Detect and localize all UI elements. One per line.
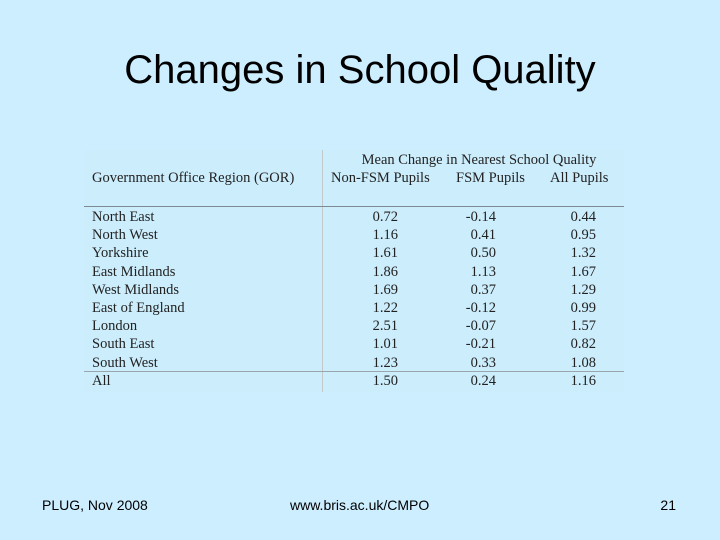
all-pupils-cell: 1.16 (570, 372, 596, 389)
non-fsm-cell: 1.16 (372, 227, 398, 244)
region-cell: Yorkshire (92, 245, 149, 262)
fsm-cell: -0.14 (465, 209, 496, 225)
table-row: North East 0.72 -0.14 0.44 (84, 208, 624, 226)
table-row: West Midlands 1.69 0.37 1.29 (84, 281, 624, 299)
non-fsm-column-header: Non-FSM Pupils (331, 170, 430, 186)
footer-event: PLUG, Nov 2008 (42, 497, 148, 513)
table-row: Yorkshire 1.61 0.50 1.32 (84, 244, 624, 262)
all-pupils-cell: 0.95 (570, 227, 596, 244)
non-fsm-cell: 1.22 (372, 299, 398, 316)
non-fsm-cell: 1.69 (372, 281, 398, 298)
school-quality-table: Mean Change in Nearest School Quality Go… (84, 150, 624, 392)
non-fsm-cell: 1.61 (372, 245, 398, 262)
table-row: North West 1.16 0.41 0.95 (84, 226, 624, 244)
group-header: Mean Change in Nearest School Quality (361, 152, 597, 168)
region-cell: South West (92, 354, 158, 371)
table-row: South West 1.23 0.33 1.08 (84, 354, 624, 372)
table-row-total: All 1.50 0.24 1.16 (84, 372, 624, 390)
all-pupils-cell: 1.32 (570, 245, 596, 262)
region-column-header: Government Office Region (GOR) (92, 170, 295, 186)
all-pupils-column-header: All Pupils (550, 170, 609, 186)
non-fsm-cell: 1.50 (372, 372, 398, 389)
region-cell: North West (92, 227, 158, 244)
region-cell: East of England (92, 299, 185, 316)
footer-url: www.bris.ac.uk/CMPO (290, 497, 430, 513)
all-pupils-cell: 0.99 (570, 299, 596, 316)
fsm-cell: -0.07 (465, 318, 496, 335)
fsm-cell: 0.41 (470, 227, 496, 244)
all-pupils-cell: 1.57 (570, 318, 596, 335)
slide-title: Changes in School Quality (124, 48, 596, 92)
non-fsm-cell: 0.72 (372, 209, 398, 225)
all-pupils-cell: 1.08 (570, 354, 596, 371)
non-fsm-cell: 2.51 (372, 318, 398, 335)
fsm-column-header: FSM Pupils (456, 170, 525, 186)
fsm-cell: 0.33 (470, 354, 496, 371)
non-fsm-cell: 1.01 (372, 336, 398, 353)
page-number: 21 (660, 497, 676, 513)
table-row: East of England 1.22 -0.12 0.99 (84, 299, 624, 317)
region-cell: West Midlands (92, 281, 180, 298)
all-pupils-cell: 0.44 (570, 209, 596, 225)
table-body: North East 0.72 -0.14 0.44 North West 1.… (84, 208, 624, 390)
non-fsm-cell: 1.23 (372, 354, 398, 371)
all-pupils-cell: 1.67 (570, 263, 596, 280)
fsm-cell: -0.21 (465, 336, 496, 353)
fsm-cell: 0.50 (470, 245, 496, 262)
fsm-cell: -0.12 (465, 299, 496, 316)
non-fsm-cell: 1.86 (372, 263, 398, 280)
fsm-cell: 1.13 (470, 263, 496, 280)
fsm-cell: 0.37 (470, 281, 496, 298)
table-row: East Midlands 1.86 1.13 1.67 (84, 263, 624, 281)
header-rule (84, 206, 624, 207)
total-rule (84, 371, 624, 372)
all-pupils-cell: 1.29 (570, 281, 596, 298)
region-cell: All (92, 372, 111, 389)
all-pupils-cell: 0.82 (570, 336, 596, 353)
region-cell: North East (92, 209, 155, 225)
column-divider (322, 150, 323, 392)
table-row: South East 1.01 -0.21 0.82 (84, 335, 624, 353)
fsm-cell: 0.24 (470, 372, 496, 389)
table-row: London 2.51 -0.07 1.57 (84, 317, 624, 335)
region-cell: East Midlands (92, 263, 176, 280)
region-cell: London (92, 318, 138, 335)
region-cell: South East (92, 336, 155, 353)
